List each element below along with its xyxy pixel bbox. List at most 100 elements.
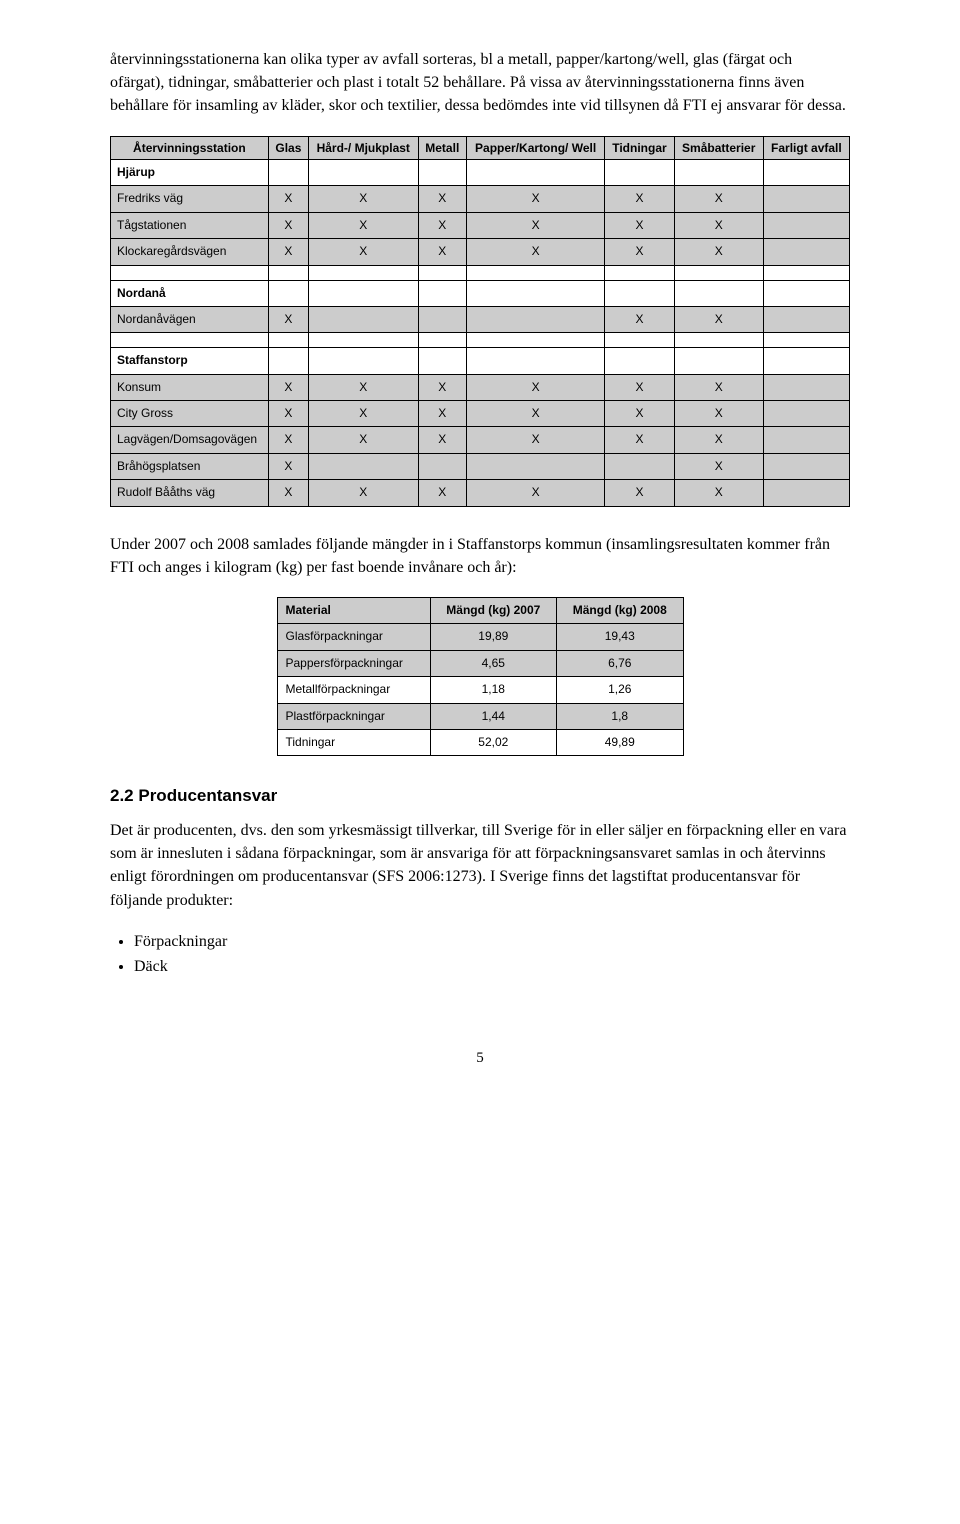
row-value-cell: X: [418, 480, 466, 506]
row-label-cell: Fredriks väg: [111, 186, 269, 212]
row-value-cell: X: [674, 306, 763, 332]
row-value-cell: [467, 453, 605, 479]
table-section-row: Nordanå: [111, 280, 850, 306]
row-value-cell: X: [605, 212, 675, 238]
row-value-cell: [763, 401, 849, 427]
row-value-cell: X: [467, 239, 605, 265]
table-row: Tidningar52,0249,89: [277, 729, 683, 755]
row-value-cell: [418, 453, 466, 479]
row-label-cell: Klockaregårdsvägen: [111, 239, 269, 265]
row-value-cell: X: [308, 401, 418, 427]
row-value-cell: X: [605, 480, 675, 506]
material-cell: Glasförpackningar: [277, 624, 430, 650]
row-value-cell: X: [674, 453, 763, 479]
value-2008-cell: 19,43: [557, 624, 683, 650]
table-row: Lagvägen/DomsagovägenXXXXXX: [111, 427, 850, 453]
row-value-cell: [308, 453, 418, 479]
material-cell: Pappersförpackningar: [277, 650, 430, 676]
intro-paragraph: återvinningsstationerna kan olika typer …: [110, 48, 850, 118]
row-value-cell: X: [418, 427, 466, 453]
table-row: Glasförpackningar19,8919,43: [277, 624, 683, 650]
amounts-paragraph: Under 2007 och 2008 samlades följande mä…: [110, 533, 850, 579]
th-2008: Mängd (kg) 2008: [557, 598, 683, 624]
value-2007-cell: 4,65: [430, 650, 556, 676]
value-2007-cell: 1,44: [430, 703, 556, 729]
value-2008-cell: 1,8: [557, 703, 683, 729]
table-spacer-row: [111, 333, 850, 348]
table-row: Rudolf Bååths vägXXXXXX: [111, 480, 850, 506]
th-station: Återvinningsstation: [111, 136, 269, 159]
row-value-cell: X: [605, 306, 675, 332]
table-row: TågstationenXXXXXX: [111, 212, 850, 238]
row-value-cell: [763, 453, 849, 479]
row-value-cell: X: [268, 186, 308, 212]
product-list: FörpackningarDäck: [134, 930, 850, 978]
section-body: Det är producenten, dvs. den som yrkesmä…: [110, 819, 850, 912]
row-value-cell: X: [268, 212, 308, 238]
table-row: BråhögsplatsenXX: [111, 453, 850, 479]
row-value-cell: X: [674, 480, 763, 506]
row-label-cell: Tågstationen: [111, 212, 269, 238]
table-section-row: Hjärup: [111, 159, 850, 185]
table-header-row: Återvinningsstation Glas Hård-/ Mjukplas…: [111, 136, 850, 159]
table-section-row: Staffanstorp: [111, 348, 850, 374]
row-value-cell: [467, 306, 605, 332]
row-value-cell: X: [467, 374, 605, 400]
list-item: Förpackningar: [134, 930, 850, 953]
value-2007-cell: 1,18: [430, 677, 556, 703]
th-smabatt: Småbatterier: [674, 136, 763, 159]
row-value-cell: [763, 212, 849, 238]
section-title-cell: Hjärup: [111, 159, 269, 185]
th-2007: Mängd (kg) 2007: [430, 598, 556, 624]
recycling-stations-table: Återvinningsstation Glas Hård-/ Mjukplas…: [110, 136, 850, 507]
th-glas: Glas: [268, 136, 308, 159]
row-label-cell: Lagvägen/Domsagovägen: [111, 427, 269, 453]
row-value-cell: X: [418, 374, 466, 400]
row-value-cell: X: [268, 374, 308, 400]
row-value-cell: X: [268, 306, 308, 332]
row-value-cell: X: [308, 239, 418, 265]
row-value-cell: X: [674, 239, 763, 265]
table-row: NordanåvägenXXX: [111, 306, 850, 332]
row-value-cell: X: [418, 401, 466, 427]
row-value-cell: X: [605, 374, 675, 400]
row-value-cell: X: [418, 239, 466, 265]
th-farligt: Farligt avfall: [763, 136, 849, 159]
value-2007-cell: 52,02: [430, 729, 556, 755]
row-value-cell: X: [467, 427, 605, 453]
row-value-cell: X: [674, 427, 763, 453]
value-2008-cell: 49,89: [557, 729, 683, 755]
th-material: Material: [277, 598, 430, 624]
material-cell: Metallförpackningar: [277, 677, 430, 703]
row-value-cell: X: [268, 401, 308, 427]
row-value-cell: X: [467, 401, 605, 427]
value-2008-cell: 6,76: [557, 650, 683, 676]
row-label-cell: Rudolf Bååths väg: [111, 480, 269, 506]
row-value-cell: X: [268, 480, 308, 506]
table-spacer-row: [111, 265, 850, 280]
row-value-cell: [418, 306, 466, 332]
row-label-cell: Bråhögsplatsen: [111, 453, 269, 479]
row-label-cell: City Gross: [111, 401, 269, 427]
table-row: City GrossXXXXXX: [111, 401, 850, 427]
row-value-cell: [763, 239, 849, 265]
row-value-cell: X: [674, 401, 763, 427]
row-value-cell: [605, 453, 675, 479]
page-number: 5: [110, 1048, 850, 1070]
th-tidningar: Tidningar: [605, 136, 675, 159]
row-value-cell: [763, 480, 849, 506]
row-value-cell: X: [674, 212, 763, 238]
table-row: KlockaregårdsvägenXXXXXX: [111, 239, 850, 265]
material-cell: Tidningar: [277, 729, 430, 755]
section-heading: 2.2 Producentansvar: [110, 784, 850, 809]
row-value-cell: X: [268, 427, 308, 453]
row-label-cell: Konsum: [111, 374, 269, 400]
row-value-cell: [763, 374, 849, 400]
row-value-cell: X: [674, 374, 763, 400]
table-header-row: Material Mängd (kg) 2007 Mängd (kg) 2008: [277, 598, 683, 624]
table-row: Fredriks vägXXXXXX: [111, 186, 850, 212]
row-value-cell: X: [308, 480, 418, 506]
row-value-cell: X: [467, 480, 605, 506]
value-2008-cell: 1,26: [557, 677, 683, 703]
row-value-cell: X: [467, 212, 605, 238]
